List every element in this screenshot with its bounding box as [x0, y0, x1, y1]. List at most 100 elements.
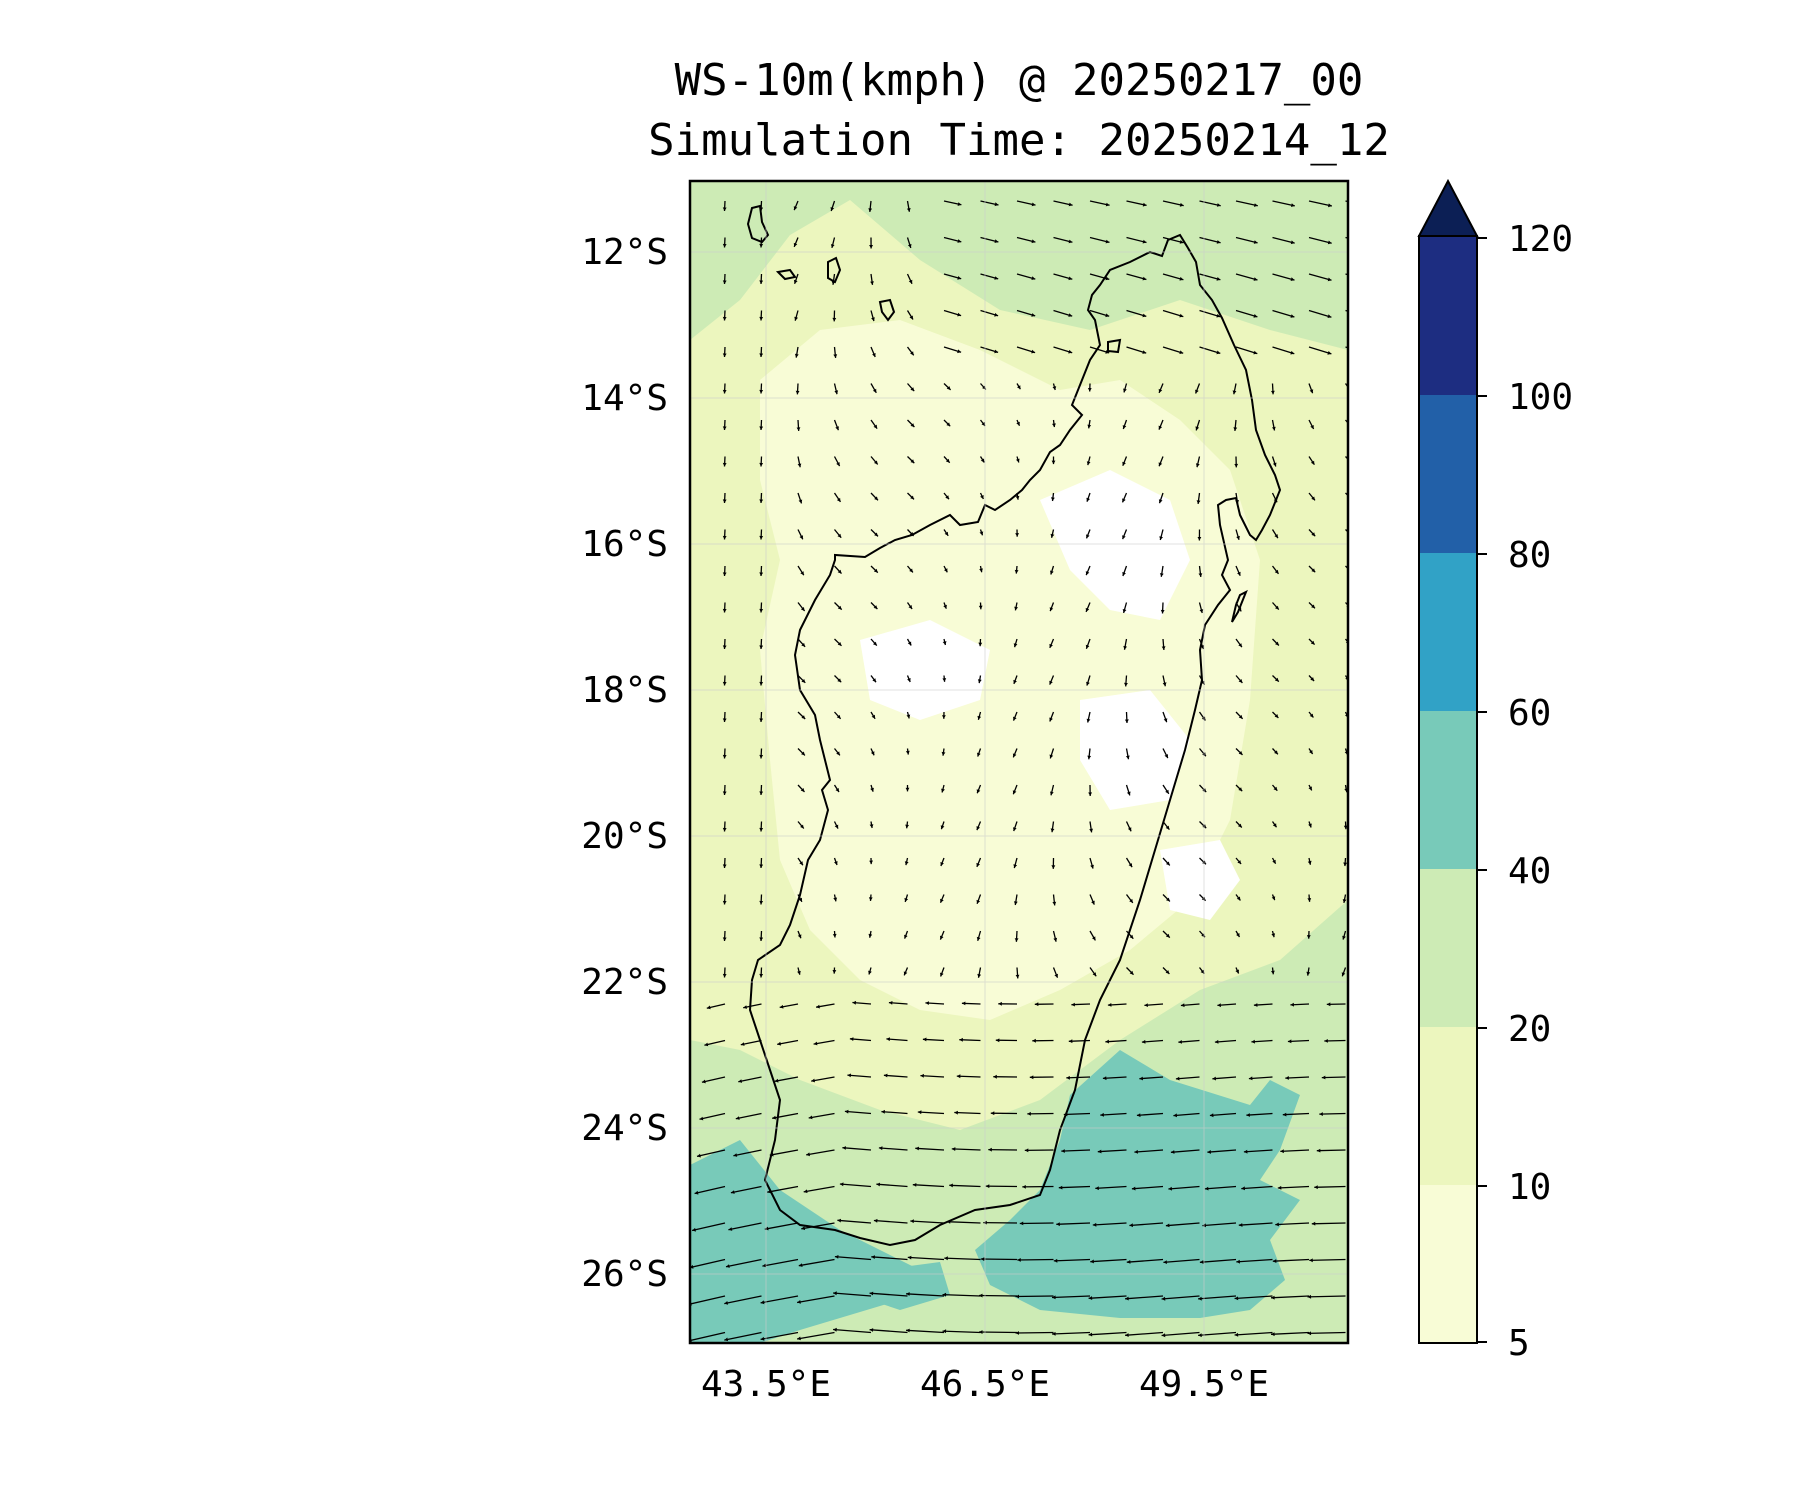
wind-vector-head [1197, 537, 1202, 541]
wind-vector-head [1052, 386, 1057, 390]
wind-vector-head [842, 1146, 846, 1150]
wind-vector-arrow [1162, 236, 1184, 244]
wind-vector-arrow [1015, 1331, 1054, 1334]
wind-vector-head [957, 349, 962, 354]
wind-vector-head [1053, 1258, 1058, 1263]
wind-vector-head [957, 202, 962, 206]
wind-vector-head [1236, 933, 1240, 937]
wind-vector-arrow [1272, 309, 1295, 318]
wind-vector-head [1158, 388, 1163, 393]
wind-vector-head [1198, 573, 1203, 577]
wind-vector-head [1136, 1113, 1141, 1118]
wind-vector-head [994, 276, 999, 280]
wind-vector-head [1129, 1223, 1133, 1228]
wind-vector-arrow [1345, 492, 1348, 497]
wind-vector-arrow [1056, 1222, 1091, 1225]
wind-vector-head [904, 934, 908, 939]
wind-vector-head [905, 824, 909, 829]
wind-vector-head [1051, 497, 1055, 501]
wind-vector-head [905, 750, 910, 755]
wind-vector-arrow [907, 1256, 945, 1261]
wind-vector-arrow [881, 1110, 908, 1115]
wind-vector-head [759, 937, 764, 941]
wind-vector-arrow [910, 1220, 945, 1224]
wind-vector-arrow [1235, 273, 1258, 281]
wind-vector-head [1238, 679, 1243, 683]
wind-vector-head [1129, 970, 1134, 975]
wind-vector-head [722, 754, 727, 759]
wind-vector-head [722, 389, 727, 394]
wind-vector-arrow [1092, 1222, 1127, 1226]
wind-vector-head [907, 641, 912, 646]
wind-vector-head [943, 604, 947, 609]
wind-vector-head [1241, 1186, 1245, 1191]
wind-vector-head [834, 824, 839, 829]
wind-vector-arrow [1345, 419, 1348, 424]
wind-vector-head [1012, 790, 1017, 795]
wind-vector-head [871, 317, 875, 322]
wind-vector-head [1365, 315, 1369, 319]
wind-vector-head [1128, 863, 1133, 868]
wind-vector-arrow [849, 1038, 872, 1042]
wind-vector-arrow [1287, 1039, 1310, 1043]
wind-vector-head [801, 751, 805, 756]
wind-vector-head [1272, 823, 1277, 828]
wind-vector-head [1236, 535, 1240, 540]
wind-vector-head [833, 354, 838, 358]
wind-vector-head [1102, 1076, 1107, 1081]
island-nosy-be [1107, 338, 1122, 354]
wind-vector-head [874, 532, 878, 537]
wind-vector-head [1068, 239, 1073, 244]
wind-vector-arrow [980, 1258, 1018, 1261]
wind-vector-arrow [1307, 1295, 1346, 1298]
wind-vector-head [1126, 791, 1131, 796]
wind-vector-head [1034, 1002, 1039, 1007]
wind-vector-arrow [1141, 1039, 1164, 1043]
wind-vector-head [998, 1001, 1002, 1006]
wind-vector-head [1237, 860, 1242, 864]
wind-vector-arrow [1102, 1076, 1127, 1080]
wind-vector-head [1173, 1113, 1177, 1118]
wind-vector-arrow [808, 1112, 835, 1119]
wind-vector-head [699, 1116, 704, 1121]
wind-vector-arrow [1061, 1149, 1091, 1152]
wind-vector-arrow [1163, 1258, 1200, 1264]
wind-vector-arrow [837, 1219, 872, 1224]
wind-vector-head [1050, 791, 1054, 796]
wind-vector-head [1013, 864, 1018, 869]
colorbar-label: 10 [1508, 1167, 1551, 1208]
wind-vector-head [1014, 606, 1018, 611]
wind-vector-head [800, 607, 805, 611]
wind-vector-head [1200, 969, 1205, 974]
wind-vector-arrow [1199, 200, 1221, 207]
wind-vector-head [836, 462, 840, 467]
wind-vector-arrow [691, 1222, 726, 1232]
wind-vector-head [1166, 897, 1170, 902]
wind-vector-head [1160, 609, 1165, 614]
wind-vector-head [1309, 713, 1314, 718]
wind-vector-head [1271, 1295, 1275, 1300]
wind-vector-arrow [1270, 1295, 1310, 1299]
wind-vector-arrow [1235, 236, 1258, 244]
wind-vector-head [1277, 1185, 1282, 1190]
wind-vector-head [1272, 462, 1277, 467]
wind-vector-arrow [871, 1256, 908, 1261]
wind-vector-head [1124, 682, 1128, 687]
island-anjouan [827, 256, 842, 284]
wind-vector-head [869, 860, 873, 865]
wind-vector-head [722, 353, 727, 357]
wind-vector-head [1031, 276, 1036, 280]
wind-vector-arrow [730, 1185, 762, 1194]
wind-vector-head [883, 1073, 888, 1078]
wind-vector-arrow [704, 1039, 726, 1046]
wind-vector-head [1089, 828, 1093, 833]
wind-vector-head [759, 280, 764, 284]
colorbar-label: 120 [1508, 219, 1573, 260]
wind-vector-head [1311, 1221, 1316, 1226]
wind-vector-head [816, 1004, 820, 1009]
wind-vector-head [990, 1111, 995, 1116]
wind-vector-head [1235, 969, 1239, 974]
wind-vector-head [944, 1256, 948, 1261]
wind-vector-head [1243, 1149, 1248, 1154]
wind-vector-head [959, 1037, 963, 1042]
